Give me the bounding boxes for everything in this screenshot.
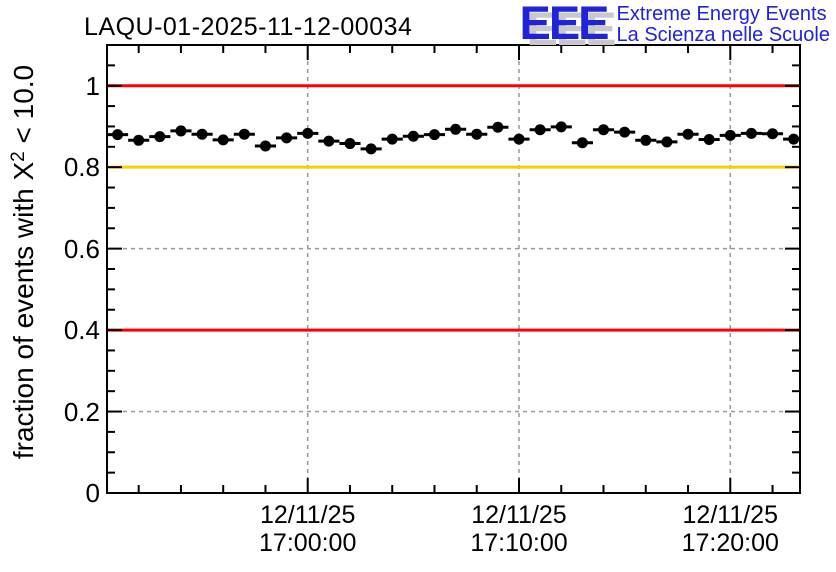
- eee-logo-acronym: EEE: [519, 0, 609, 49]
- plot-frame: [106, 44, 801, 494]
- data-point: [682, 128, 694, 140]
- data-point: [323, 135, 335, 147]
- x-tick-time: 17:00:00: [259, 529, 357, 557]
- data-point: [217, 134, 229, 146]
- data-series: [107, 121, 800, 155]
- x-tick-time: 17:20:00: [681, 529, 779, 557]
- data-point: [407, 130, 419, 142]
- gridlines: [107, 45, 800, 493]
- data-point: [492, 121, 504, 133]
- x-tick-label: 12/11/25 17:00:00: [228, 501, 388, 557]
- x-tick-date: 12/11/25: [682, 501, 778, 529]
- data-point: [724, 129, 736, 141]
- data-point: [175, 125, 187, 137]
- eee-logo-line1: Extreme Energy Events: [616, 3, 827, 25]
- data-point: [640, 134, 652, 146]
- data-point: [386, 133, 398, 145]
- data-point: [576, 137, 588, 149]
- x-tick-time: 17:10:00: [470, 529, 568, 557]
- data-point: [745, 127, 757, 139]
- data-point: [238, 128, 250, 140]
- x-tick-date: 12/11/25: [259, 501, 356, 529]
- eee-logo-text: Extreme Energy Events La Scienza nelle S…: [617, 2, 830, 46]
- plot-title: LAQU-01-2025-11-12-00034: [84, 13, 413, 41]
- eee-logo-line2: La Scienza nelle Scuole: [616, 24, 830, 46]
- data-point: [365, 143, 377, 155]
- data-point: [703, 133, 715, 145]
- x-tick-date: 12/11/25: [471, 501, 567, 529]
- data-point: [788, 133, 800, 145]
- y-tick-label: 0.2: [63, 396, 100, 427]
- data-point: [281, 132, 293, 144]
- data-point: [428, 129, 440, 141]
- data-point: [534, 124, 546, 136]
- data-point: [259, 140, 271, 152]
- data-point: [767, 128, 779, 140]
- reference-lines: [107, 84, 800, 332]
- y-tick-label: 0.4: [63, 315, 100, 346]
- data-point: [112, 129, 124, 141]
- data-point: [302, 127, 314, 139]
- data-point: [598, 124, 610, 136]
- data-point: [513, 133, 525, 145]
- axis-ticks: [107, 44, 800, 494]
- data-point: [450, 123, 462, 135]
- y-axis-label-superscript: 2: [8, 151, 29, 162]
- data-point: [196, 128, 208, 140]
- data-point: [154, 131, 166, 143]
- y-tick-label: 1: [85, 70, 100, 101]
- data-point: [661, 136, 673, 148]
- y-tick-label: 0.8: [63, 152, 100, 183]
- y-tick-label: 0: [85, 478, 100, 508]
- data-point: [471, 128, 483, 140]
- data-point: [555, 121, 567, 133]
- y-tick-label: 0.6: [63, 233, 100, 264]
- eee-logo: EEE Extreme Energy Events La Scienza nel…: [519, 0, 830, 49]
- data-point: [619, 126, 631, 138]
- x-tick-label: 12/11/25 17:10:00: [439, 501, 599, 557]
- x-tick-label: 12/11/25 17:20:00: [650, 501, 810, 557]
- data-point: [344, 138, 356, 150]
- data-point: [133, 134, 145, 146]
